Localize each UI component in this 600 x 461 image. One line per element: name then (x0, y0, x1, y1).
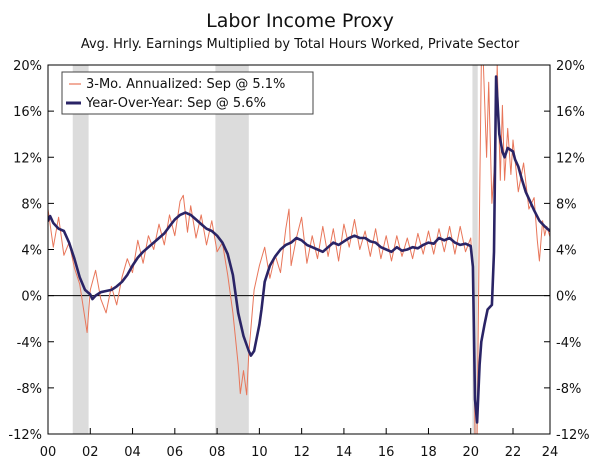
x-tick-label: 20 (462, 445, 479, 460)
recession-band-1 (215, 65, 249, 434)
chart-subtitle: Avg. Hrly. Earnings Multiplied by Total … (81, 37, 520, 52)
x-tick-label: 10 (251, 445, 268, 460)
legend-label-3mo: 3-Mo. Annualized: Sep @ 5.1% (86, 77, 285, 92)
x-tick-label: 06 (167, 445, 184, 460)
y-tick-label-left: 0% (21, 290, 42, 305)
chart-title: Labor Income Proxy (206, 10, 394, 32)
y-tick-label-right: 12% (556, 151, 585, 166)
x-tick-label: 22 (505, 445, 522, 460)
y-tick-label-right: -12% (556, 428, 590, 443)
axis-ticks: -12% -12% -8% -8% -4% -4% 0% 0% 4% 4% 8% 8% 12% 12% 16… (8, 59, 589, 460)
recession-band-0 (72, 65, 89, 434)
y-tick-label-right: 16% (556, 105, 585, 120)
y-tick-label-right: 0% (556, 290, 577, 305)
y-tick-label-left: 12% (13, 151, 42, 166)
recession-shading (72, 65, 478, 434)
x-tick-label: 04 (124, 445, 141, 460)
x-tick-label: 16 (378, 445, 395, 460)
y-tick-label-left: 4% (21, 244, 42, 259)
x-tick-label: 02 (82, 445, 99, 460)
y-tick-label-right: 20% (556, 59, 585, 74)
y-tick-label-right: -4% (556, 336, 581, 351)
x-tick-label: 12 (293, 445, 310, 460)
x-tick-label: 18 (420, 445, 437, 460)
x-tick-label: 24 (542, 445, 559, 460)
y-tick-label-left: 20% (13, 59, 42, 74)
recession-band-2 (472, 65, 478, 434)
x-tick-label: 08 (209, 445, 226, 460)
y-tick-label-right: 4% (556, 244, 577, 259)
y-tick-label-left: -4% (17, 336, 42, 351)
series-group (48, 65, 550, 434)
y-tick-label-right: -8% (556, 382, 581, 397)
x-tick-label: 00 (40, 445, 57, 460)
y-tick-label-left: 16% (13, 105, 42, 120)
y-tick-label-left: 8% (21, 197, 42, 212)
y-tick-label-left: -8% (17, 382, 42, 397)
series-line-year-over-year (48, 75, 550, 424)
y-tick-label-right: 8% (556, 197, 577, 212)
x-tick-label: 14 (336, 445, 353, 460)
legend-label-yoy: Year-Over-Year: Sep @ 5.6% (85, 96, 266, 111)
legend-box (61, 71, 314, 115)
y-tick-label-left: -12% (8, 428, 42, 443)
legend: 3-Mo. Annualized: Sep @ 5.1% Year-Over-Y… (61, 71, 314, 115)
